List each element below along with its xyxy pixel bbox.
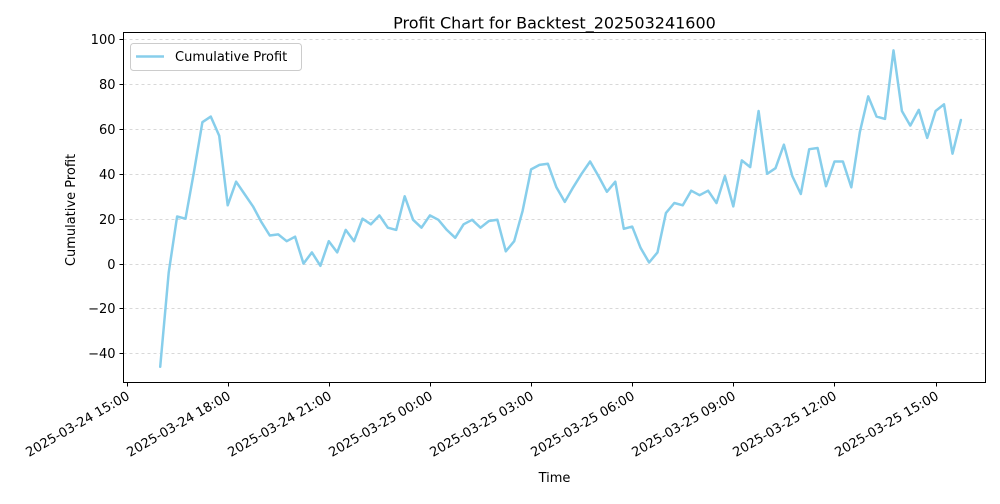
x-tick-label: 2025-03-25 00:00 [327, 389, 436, 461]
y-tick-label: −20 [88, 302, 115, 317]
y-tick-label: 100 [91, 33, 116, 48]
y-axis-label: Cumulative Profit [64, 154, 79, 266]
legend: Cumulative Profit [130, 43, 302, 71]
series-layer [158, 49, 963, 369]
x-tick-label: 2025-03-24 21:00 [226, 389, 335, 461]
x-tick-label: 2025-03-25 09:00 [630, 389, 739, 461]
x-tick-label: 2025-03-25 15:00 [833, 389, 942, 461]
y-tick-label: 40 [99, 168, 116, 183]
plot-frame [123, 32, 986, 383]
y-tick-label: 60 [99, 123, 116, 138]
x-axis-label: Time [538, 471, 571, 486]
y-tick-label: 0 [107, 258, 115, 273]
x-tick-label: 2025-03-25 03:00 [428, 389, 537, 461]
y-axis: −40 −20 0 20 40 60 80 100 [88, 33, 124, 362]
chart-title: Profit Chart for Backtest_202503241600 [393, 14, 716, 34]
x-tick-label: 2025-03-25 12:00 [731, 389, 840, 461]
legend-label: Cumulative Profit [175, 50, 287, 65]
y-tick-label: 80 [99, 78, 116, 93]
legend-box [130, 43, 302, 71]
x-tick-label: 2025-03-24 15:00 [24, 389, 133, 461]
grid-lines [123, 39, 986, 354]
series-line-cumulative-profit [158, 49, 963, 369]
x-tick-label: 2025-03-25 06:00 [529, 389, 638, 461]
x-tick-label: 2025-03-24 18:00 [125, 389, 234, 461]
y-tick-label: −40 [88, 347, 115, 362]
y-tick-label: 20 [99, 213, 116, 228]
